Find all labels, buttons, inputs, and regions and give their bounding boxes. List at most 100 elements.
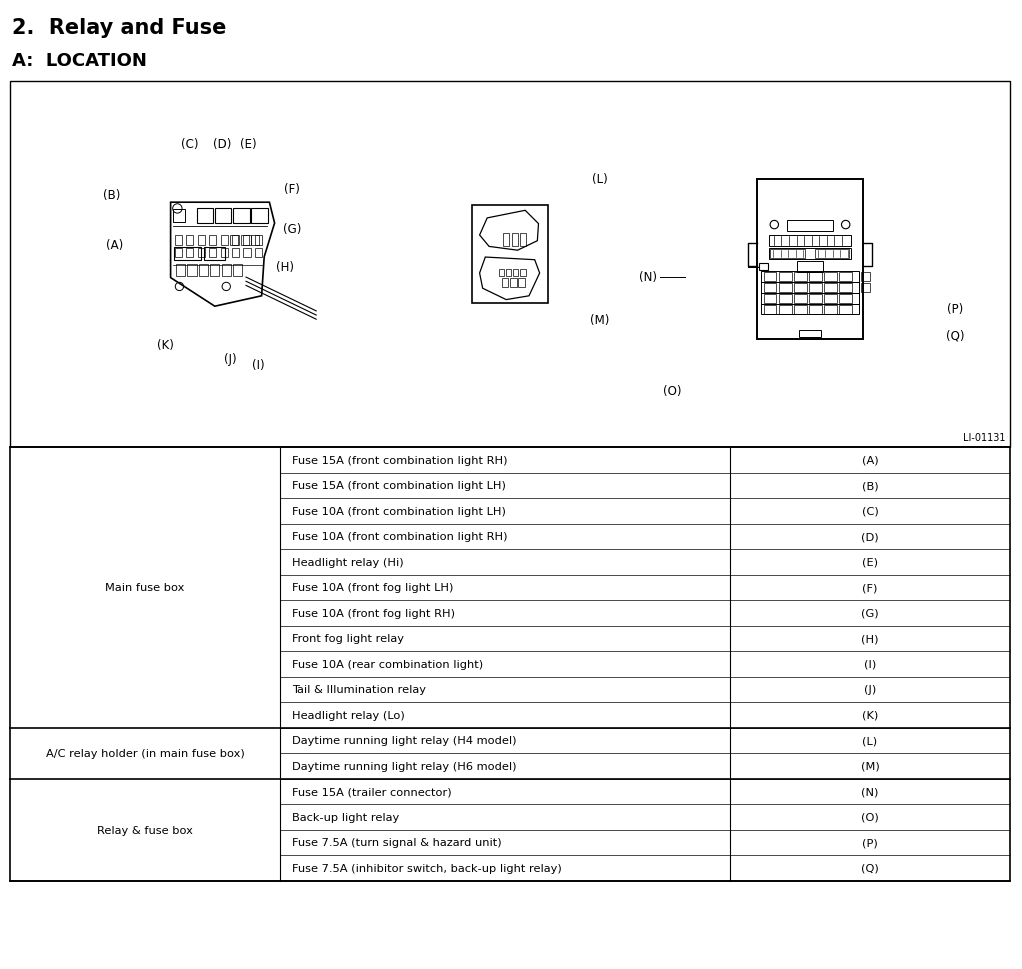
Bar bbox=[187, 265, 196, 277]
Text: (M): (M) bbox=[591, 313, 610, 327]
Bar bbox=[211, 265, 220, 277]
Bar bbox=[10, 82, 1010, 448]
Text: Fuse 10A (front fog light LH): Fuse 10A (front fog light LH) bbox=[292, 582, 454, 593]
Bar bbox=[210, 249, 217, 258]
Bar bbox=[197, 249, 205, 258]
Text: (D): (D) bbox=[862, 532, 879, 542]
Bar bbox=[175, 249, 182, 258]
Text: Daytime running light relay (H4 model): Daytime running light relay (H4 model) bbox=[292, 735, 516, 745]
Text: (C): (C) bbox=[862, 506, 878, 516]
Bar bbox=[198, 265, 208, 277]
Text: Fuse 10A (front combination light LH): Fuse 10A (front combination light LH) bbox=[292, 506, 506, 516]
Bar bbox=[243, 236, 250, 245]
Text: Fuse 7.5A (inhibitor switch, back-up light relay): Fuse 7.5A (inhibitor switch, back-up lig… bbox=[292, 862, 562, 873]
Text: (H): (H) bbox=[276, 262, 294, 274]
Bar bbox=[861, 273, 870, 282]
Bar bbox=[825, 295, 837, 303]
Text: (A): (A) bbox=[106, 238, 124, 251]
Bar bbox=[787, 221, 833, 232]
Text: Fuse 10A (rear combination light): Fuse 10A (rear combination light) bbox=[292, 659, 483, 669]
Bar bbox=[251, 209, 268, 224]
Text: (E): (E) bbox=[240, 139, 257, 151]
Bar bbox=[186, 249, 193, 258]
Bar bbox=[769, 249, 851, 260]
Bar bbox=[254, 236, 262, 245]
Bar bbox=[825, 306, 837, 314]
Text: (I): (I) bbox=[251, 359, 265, 371]
Bar bbox=[222, 265, 231, 277]
Text: (N): (N) bbox=[639, 271, 657, 284]
Bar bbox=[799, 330, 821, 338]
Bar bbox=[763, 306, 777, 314]
Text: Front fog light relay: Front fog light relay bbox=[292, 634, 404, 643]
Text: (G): (G) bbox=[283, 223, 301, 236]
Text: Fuse 7.5A (turn signal & hazard unit): Fuse 7.5A (turn signal & hazard unit) bbox=[292, 837, 502, 847]
Bar bbox=[502, 279, 509, 288]
Text: Headlight relay (Lo): Headlight relay (Lo) bbox=[292, 710, 405, 720]
Text: 2.  Relay and Fuse: 2. Relay and Fuse bbox=[12, 18, 227, 38]
Text: (I): (I) bbox=[864, 659, 876, 669]
Text: (B): (B) bbox=[103, 188, 121, 202]
Text: (L): (L) bbox=[592, 173, 608, 186]
Bar bbox=[760, 304, 860, 315]
Text: (Q): (Q) bbox=[862, 862, 879, 873]
Text: Fuse 15A (front combination light RH): Fuse 15A (front combination light RH) bbox=[292, 455, 508, 465]
Text: (K): (K) bbox=[156, 338, 174, 351]
Text: (K): (K) bbox=[862, 710, 878, 720]
Text: (J): (J) bbox=[864, 684, 876, 695]
Bar bbox=[197, 236, 205, 245]
Bar bbox=[809, 273, 822, 282]
Bar bbox=[839, 295, 852, 303]
Bar bbox=[760, 271, 860, 282]
Bar bbox=[232, 236, 239, 245]
Bar bbox=[210, 236, 217, 245]
Text: (G): (G) bbox=[862, 609, 879, 618]
Text: (C): (C) bbox=[181, 139, 198, 151]
Bar bbox=[241, 236, 248, 245]
Text: LI-01131: LI-01131 bbox=[963, 432, 1005, 443]
Bar bbox=[760, 294, 860, 304]
Bar bbox=[221, 249, 228, 258]
Text: (L): (L) bbox=[863, 735, 878, 745]
Bar bbox=[513, 270, 518, 277]
Bar bbox=[520, 234, 526, 246]
Bar bbox=[173, 210, 185, 223]
Bar bbox=[779, 295, 791, 303]
Text: (O): (O) bbox=[862, 812, 879, 822]
Bar bbox=[757, 180, 863, 339]
Bar bbox=[520, 270, 525, 277]
Bar bbox=[794, 295, 806, 303]
Bar bbox=[825, 273, 837, 282]
Text: Headlight relay (Hi): Headlight relay (Hi) bbox=[292, 557, 404, 567]
Bar bbox=[769, 235, 851, 247]
Bar bbox=[204, 248, 225, 262]
Bar bbox=[809, 284, 822, 293]
Bar bbox=[512, 234, 517, 246]
Bar bbox=[794, 306, 806, 314]
Bar bbox=[243, 249, 250, 258]
Bar bbox=[230, 236, 238, 245]
Bar bbox=[175, 236, 182, 245]
Bar bbox=[794, 284, 806, 293]
Bar bbox=[763, 273, 777, 282]
Text: Tail & Illumination relay: Tail & Illumination relay bbox=[292, 684, 426, 695]
Bar bbox=[825, 284, 837, 293]
Text: Fuse 15A (trailer connector): Fuse 15A (trailer connector) bbox=[292, 787, 452, 797]
Bar bbox=[779, 306, 791, 314]
Text: (Q): (Q) bbox=[945, 329, 964, 342]
Bar bbox=[763, 295, 777, 303]
Bar bbox=[10, 448, 1010, 881]
Bar bbox=[506, 270, 511, 277]
Bar bbox=[215, 209, 231, 224]
Text: (A): (A) bbox=[862, 455, 878, 465]
Bar bbox=[779, 284, 791, 293]
Text: (M): (M) bbox=[861, 761, 879, 771]
Bar bbox=[233, 209, 249, 224]
Bar bbox=[232, 249, 239, 258]
Bar bbox=[760, 282, 860, 294]
Bar bbox=[771, 250, 804, 259]
Bar bbox=[815, 250, 849, 259]
Bar bbox=[839, 306, 852, 314]
Text: Back-up light relay: Back-up light relay bbox=[292, 812, 400, 822]
Bar bbox=[759, 264, 769, 270]
